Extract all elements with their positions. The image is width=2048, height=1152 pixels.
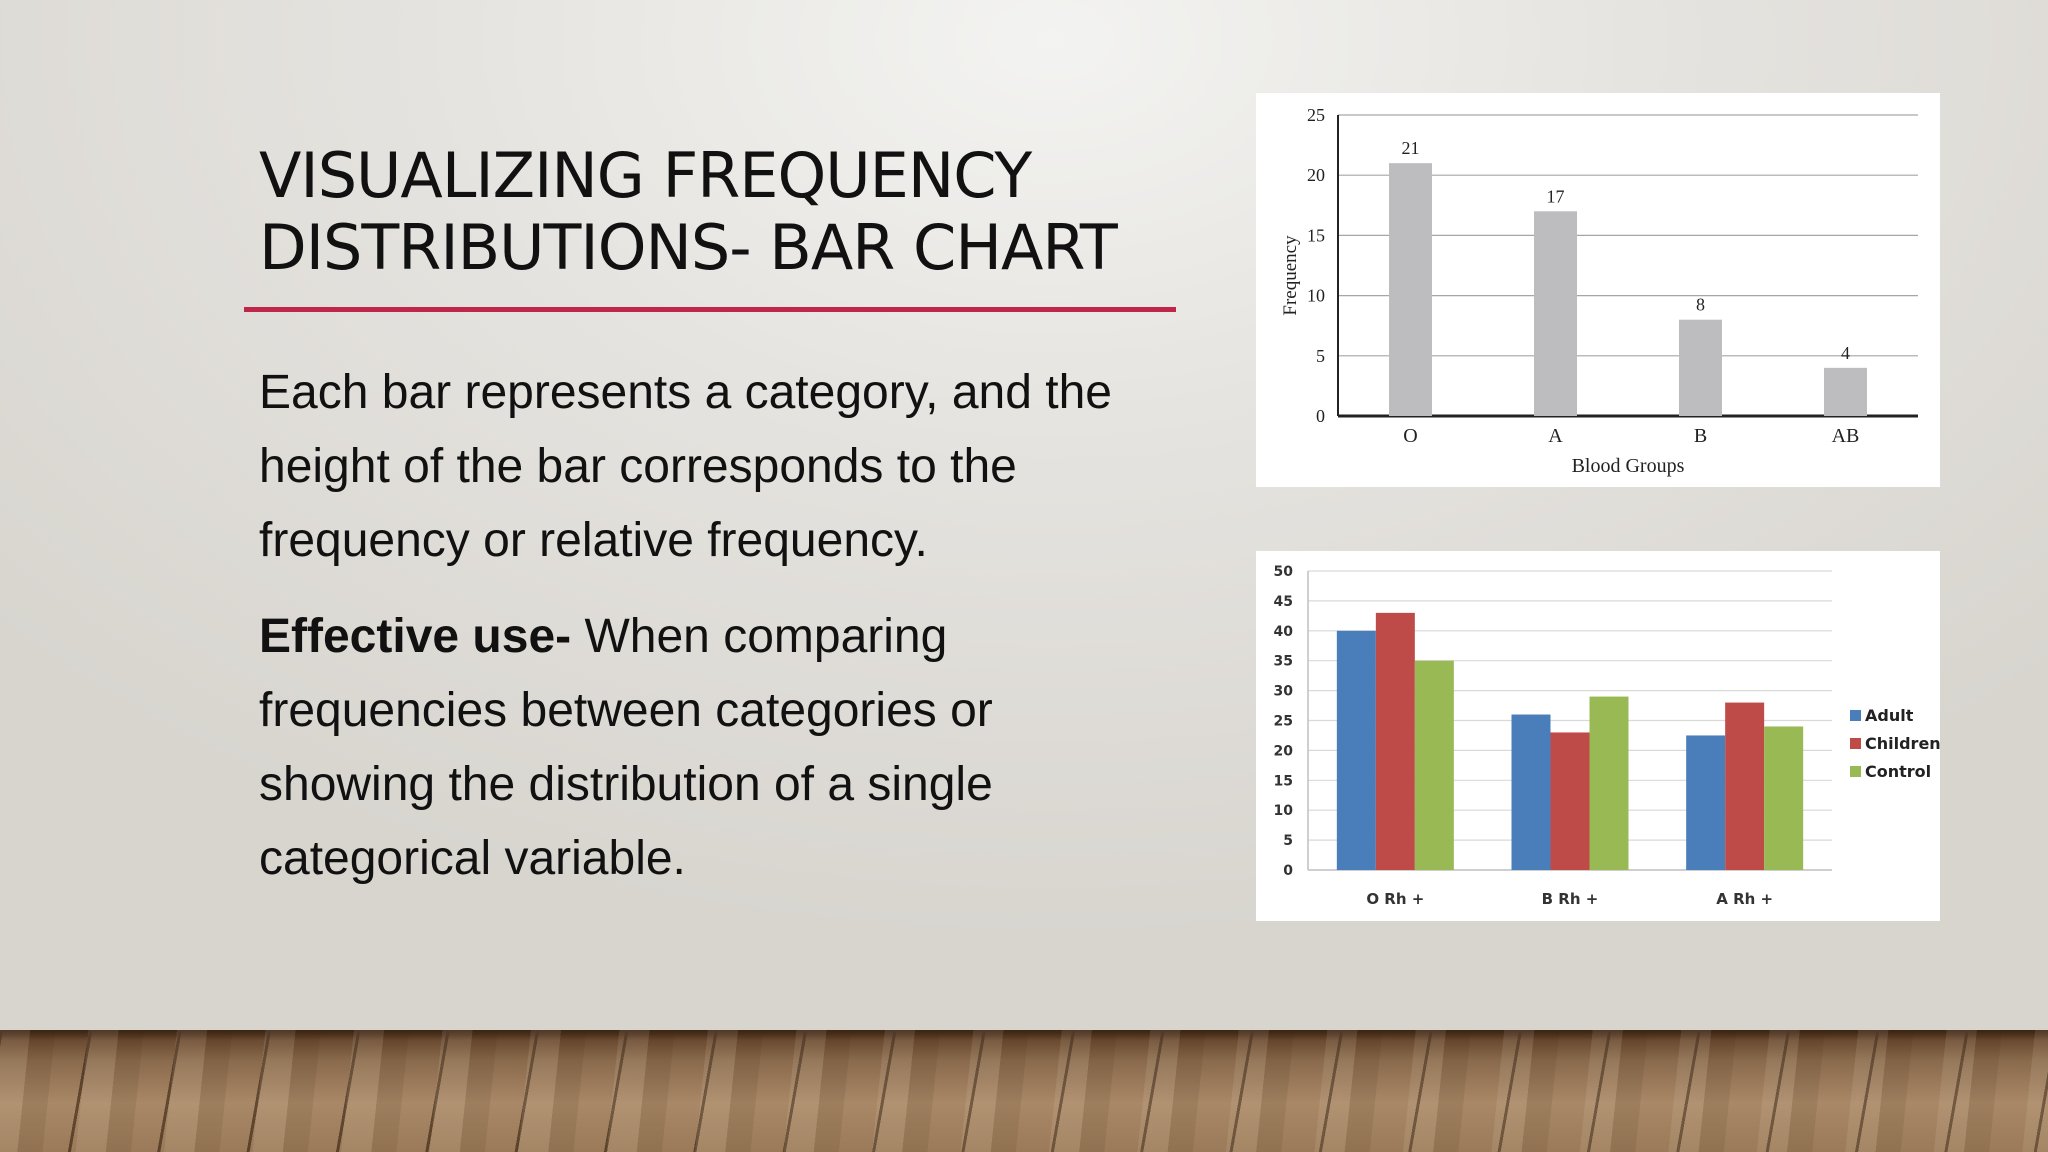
legend-label-children: Children [1865,734,1940,753]
y-tick-label: 20 [1274,743,1294,759]
legend-swatch-adult [1850,710,1861,721]
blood-group-chart-card: 0 5 10 15 20 25 21 O 17 A 8 B 4 AB Blood Groups Frequen… [1256,93,1940,487]
x-tick-label: O Rh + [1366,890,1424,908]
x-axis-title: Blood Groups [1572,455,1685,477]
y-tick-label: 0 [1283,863,1293,879]
x-tick-label: AB [1832,425,1860,447]
x-tick-label: A Rh + [1716,890,1773,908]
bar-adult [1686,735,1726,870]
y-tick-label: 40 [1274,624,1294,640]
rh-group-grouped-bar-chart: 0 5 10 15 20 25 30 35 40 45 50 O Rh + B Rh + A Rh + Ad… [1274,564,1940,908]
y-tick-label: 35 [1274,654,1293,670]
data-label: 8 [1696,295,1705,315]
y-tick-label: 10 [1307,286,1325,306]
bar-b [1679,319,1722,416]
x-tick-label: B [1694,425,1707,447]
x-tick-label: A [1548,425,1563,447]
bar-ab [1824,367,1867,416]
y-tick-label: 15 [1307,225,1325,245]
y-axis-title: Frequency [1280,235,1301,316]
bar-control [1414,660,1454,870]
blood-group-bar-chart: 0 5 10 15 20 25 21 O 17 A 8 B 4 AB Blood Groups Frequen… [1280,105,1918,477]
legend-label-control: Control [1865,762,1931,781]
bar-adult [1511,714,1551,870]
y-tick-label: 5 [1316,346,1325,366]
bar-children [1550,732,1590,870]
legend-label-adult: Adult [1865,706,1914,725]
y-tick-label: 15 [1274,773,1293,789]
y-tick-label: 20 [1307,165,1325,185]
y-tick-label: 25 [1274,714,1293,730]
y-tick-label: 30 [1274,684,1294,700]
y-tick-label: 45 [1274,594,1293,610]
bar-adult [1336,630,1376,870]
effective-use-label: Effective use- [259,610,572,663]
bar-control [1589,696,1629,870]
legend-swatch-children [1850,738,1861,749]
title-underline [244,307,1176,312]
y-tick-label: 5 [1283,833,1293,849]
legend-swatch-control [1850,766,1861,777]
data-label: 17 [1547,186,1565,206]
data-label: 21 [1402,138,1420,158]
x-tick-label: B Rh + [1542,890,1599,908]
paragraph-description: Each bar represents a category, and the … [259,366,1112,567]
paragraph-effective-use: Effective use- When comparing frequencie… [259,600,1159,896]
slide-title-line-1: VISUALIZING FREQUENCY [259,139,1032,212]
y-tick-label: 10 [1274,803,1294,819]
bar-o [1389,163,1432,416]
rh-group-chart-card: 0 5 10 15 20 25 30 35 40 45 50 O Rh + B Rh + A Rh + Ad… [1256,551,1940,921]
bar-control [1764,726,1804,870]
slide-title-line-2: DISTRIBUTIONS- BAR CHART [259,211,1118,284]
y-tick-label: 0 [1316,406,1325,426]
y-tick-label: 50 [1274,564,1294,580]
x-tick-label: O [1403,425,1417,447]
bar-children [1725,702,1765,870]
bar-children [1375,612,1415,870]
y-tick-label: 25 [1307,105,1325,125]
wood-floor [0,1030,2048,1152]
bar-a [1534,211,1577,416]
slide-title: VISUALIZING FREQUENCY DISTRIBUTIONS- BAR… [259,139,1118,284]
slide-body: Each bar represents a category, and the … [259,356,1159,918]
effective-use-text: When comparing frequencies between categ… [259,610,993,885]
data-label: 4 [1841,343,1850,363]
